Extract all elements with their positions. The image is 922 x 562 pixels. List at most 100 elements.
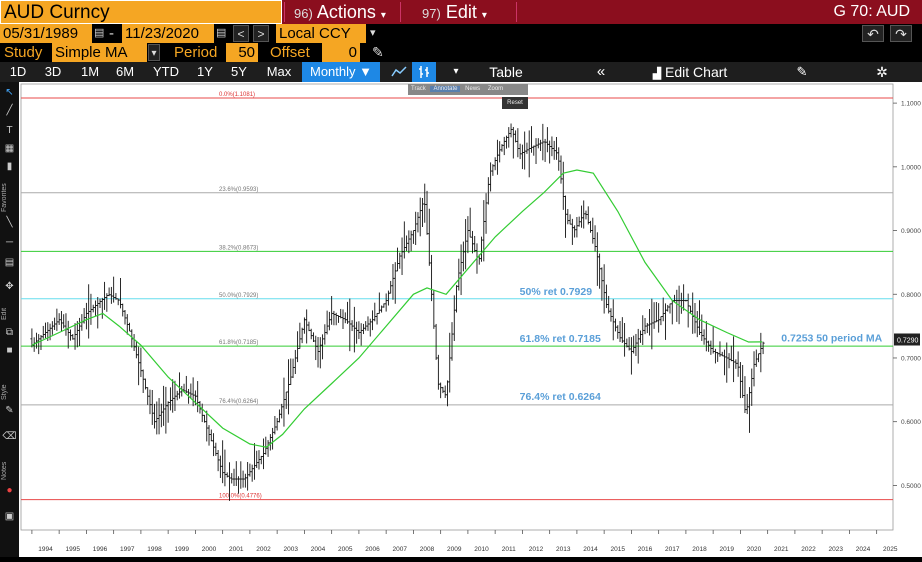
fib-label: 50.0%(0.7929): [219, 293, 258, 299]
divider: [516, 2, 517, 22]
annotate-icon[interactable]: ✎: [796, 64, 808, 79]
chevron-down-icon: ▾: [380, 10, 386, 21]
chevron-down-icon[interactable]: ▾: [453, 66, 459, 77]
x-tick-label: 2023: [829, 546, 844, 553]
popup-news[interactable]: News: [465, 86, 481, 92]
y-tick-label: 0.9000: [901, 228, 921, 235]
snapshot-icon[interactable]: ▣: [4, 511, 15, 522]
delete-tool-icon[interactable]: ■: [6, 345, 13, 356]
frequency-dropdown[interactable]: Monthly ▼: [302, 62, 380, 82]
study-type-field[interactable]: Simple MA: [52, 43, 147, 62]
popup-zoom[interactable]: Zoom: [487, 86, 504, 92]
redo-icon[interactable]: ↷: [890, 25, 912, 42]
prev-arrow-icon[interactable]: <: [233, 25, 249, 42]
period-1d[interactable]: 1D: [9, 64, 27, 79]
period-3d[interactable]: 3D: [44, 64, 62, 79]
start-date-field[interactable]: 05/31/1989: [0, 24, 92, 43]
x-tick-label: 2019: [720, 546, 735, 553]
last-price-tag: [894, 333, 920, 346]
text-tool-icon[interactable]: T: [6, 125, 13, 136]
security-field[interactable]: AUD Curncy: [0, 0, 282, 24]
channel-tool-icon[interactable]: ▮: [6, 161, 13, 172]
page-code: G 70: AUD: [833, 3, 910, 20]
x-tick-label: 2018: [692, 546, 707, 553]
offset-field[interactable]: 0: [322, 43, 360, 62]
move-tool-icon[interactable]: ✥: [5, 281, 14, 292]
x-tick-label: 1997: [120, 546, 135, 553]
draw-tool-icon[interactable]: ╲: [6, 217, 13, 228]
end-date-field[interactable]: 11/23/2020: [122, 24, 214, 43]
study-label: Study: [4, 44, 43, 61]
gear-icon[interactable]: ✲: [876, 64, 888, 80]
actions-menu[interactable]: 96) Actions ▾: [286, 0, 398, 24]
x-tick-label: 2025: [883, 546, 898, 553]
offset-label: Offset: [270, 44, 310, 61]
popup-track[interactable]: Track: [411, 86, 426, 92]
divider: [400, 2, 401, 22]
actions-number: 96): [294, 6, 313, 21]
x-tick-label: 2008: [420, 546, 435, 553]
x-tick-label: 2010: [474, 546, 489, 553]
period-6m[interactable]: 6M: [115, 64, 135, 79]
fib-label: 76.4%(0.6264): [219, 399, 258, 405]
x-tick-label: 2011: [502, 546, 516, 553]
chevron-down-icon: ▾: [481, 10, 487, 21]
bar-chart-icon[interactable]: [412, 62, 436, 82]
x-tick-label: 2024: [856, 546, 871, 553]
shape-tool-icon[interactable]: ▦: [4, 143, 15, 154]
edit-chart-button[interactable]: ▟ Edit Chart: [644, 62, 736, 82]
edit-menu[interactable]: 97) Edit ▾: [402, 0, 514, 24]
table-button[interactable]: Table: [489, 64, 523, 80]
fib-tool-icon[interactable]: ▤: [4, 257, 15, 268]
calendar-icon[interactable]: ▤: [94, 27, 105, 39]
annotation-label: 50% ret 0.7929: [520, 286, 593, 298]
pen-icon[interactable]: ✎: [372, 44, 384, 60]
chevron-down-icon[interactable]: ▾: [370, 27, 376, 39]
chevron-down-icon[interactable]: ▾: [148, 44, 160, 61]
period-1m[interactable]: 1M: [80, 64, 100, 79]
line-tool-icon[interactable]: ╱: [6, 105, 13, 116]
x-tick-label: 2006: [365, 546, 380, 553]
line-chart-icon[interactable]: [386, 62, 412, 82]
y-tick-label: 1.0000: [901, 164, 921, 171]
next-arrow-icon[interactable]: >: [253, 25, 269, 42]
date-dash: -: [109, 25, 114, 42]
cursor-icon[interactable]: ↖: [5, 87, 14, 98]
period-1y[interactable]: 1Y: [197, 64, 213, 79]
notes-label: Notes: [1, 461, 8, 480]
fib-label: 100.0%(0.4776): [219, 494, 262, 500]
fib-label: 38.2%(0.8673): [219, 245, 258, 251]
chart-area[interactable]: 0.0%(1.1081) 23.6%(0.9593) 38.2%(0.8673) 50…: [19, 82, 922, 557]
x-tick-label: 2005: [338, 546, 353, 553]
period-5y[interactable]: 5Y: [231, 64, 247, 79]
calendar-icon[interactable]: ▤: [216, 27, 227, 39]
currency-field[interactable]: Local CCY: [276, 24, 366, 43]
fib-label: 23.6%(0.9593): [219, 187, 258, 193]
undo-icon[interactable]: ↶: [862, 25, 884, 42]
period-bar: [0, 62, 922, 82]
moving-average-line: [31, 169, 763, 448]
pencil-icon[interactable]: ✎: [5, 405, 14, 416]
hline-tool-icon[interactable]: ─: [5, 237, 14, 248]
price-chart[interactable]: 0.0%(1.1081) 23.6%(0.9593) 38.2%(0.8673) 50…: [19, 82, 922, 557]
x-tick-label: 2003: [284, 546, 299, 553]
x-tick-label: 2014: [583, 546, 598, 553]
copy-tool-icon[interactable]: ⧉: [5, 327, 14, 338]
fib-label: 61.8%(0.7185): [219, 340, 258, 346]
period-max[interactable]: Max: [266, 64, 292, 79]
x-tick-label: 1998: [147, 546, 162, 553]
period-field[interactable]: 50: [226, 43, 258, 62]
x-tick-label: 1996: [93, 546, 108, 553]
annotation-label: 0.7253 50 period MA: [781, 332, 882, 344]
x-tick-label: 2015: [611, 546, 626, 553]
period-ytd[interactable]: YTD: [153, 64, 179, 79]
plot-frame: [20, 83, 894, 531]
eraser-icon[interactable]: ⌫: [2, 431, 17, 442]
divider: [284, 2, 285, 22]
popup-reset[interactable]: Reset: [502, 97, 528, 109]
y-tick-label: 0.5000: [901, 483, 921, 490]
record-icon[interactable]: ●: [6, 485, 13, 496]
popup-annotate[interactable]: Annotate: [430, 86, 461, 92]
edit-label-side: Edit: [1, 307, 8, 320]
double-chevron-left-icon[interactable]: «: [596, 63, 606, 80]
